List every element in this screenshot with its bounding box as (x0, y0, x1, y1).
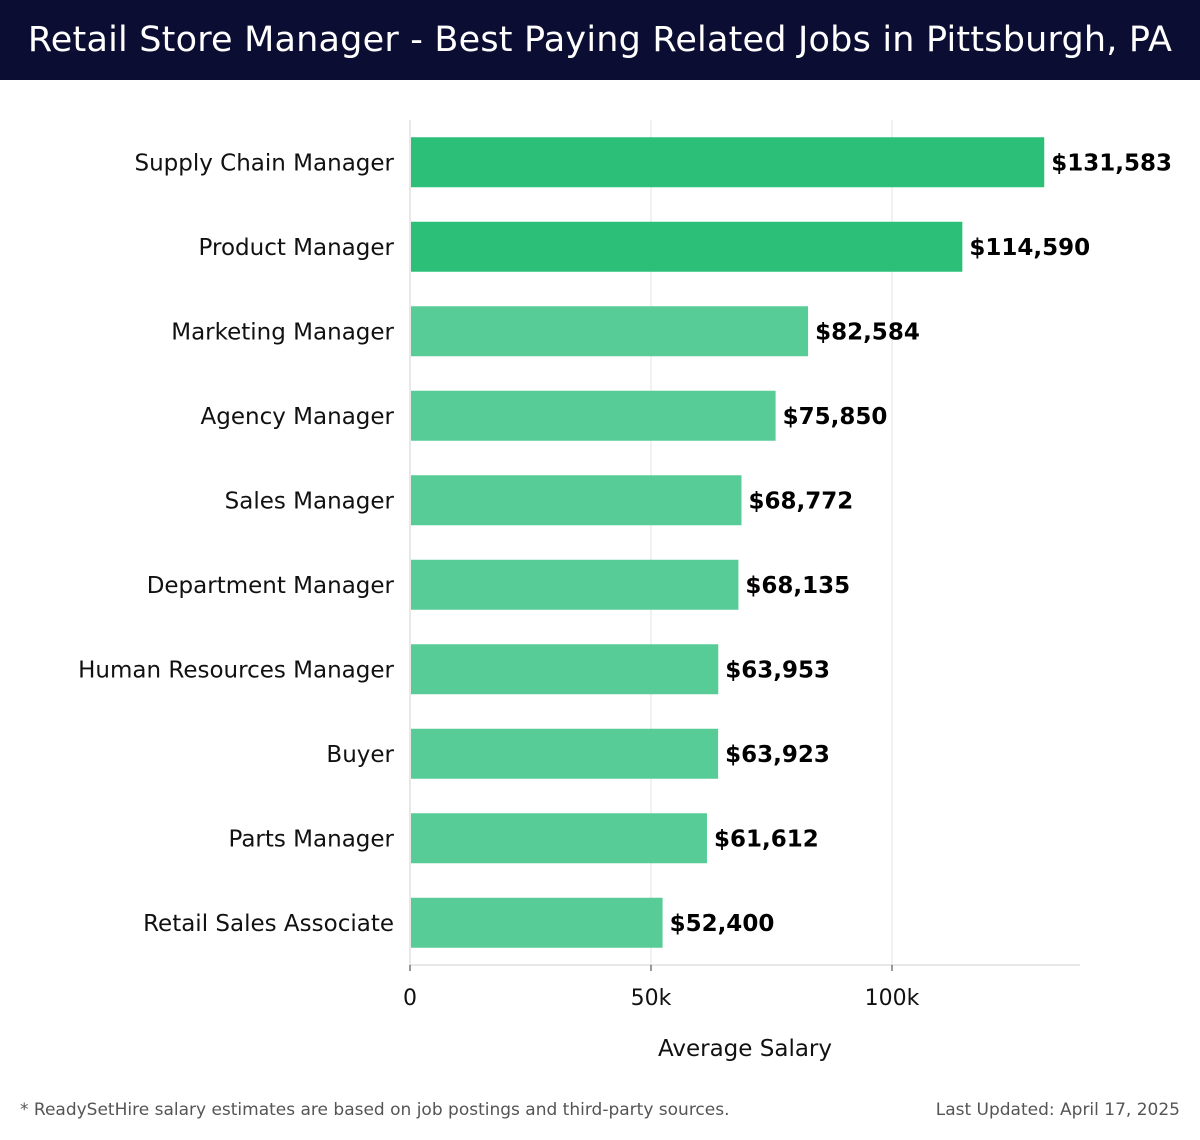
data-label: $68,135 (745, 573, 850, 599)
bar (411, 221, 963, 272)
bar (411, 644, 719, 695)
bar (411, 813, 707, 864)
category-label: Human Resources Manager (78, 657, 394, 683)
bar (411, 390, 776, 441)
category-label: Supply Chain Manager (134, 150, 394, 176)
category-label: Product Manager (199, 235, 395, 261)
bar-chart: 0 50k 100k Supply Chain Manager $131,583 Prod… (78, 120, 1172, 1062)
data-label: $114,590 (969, 235, 1090, 261)
category-label: Agency Manager (201, 404, 395, 430)
footer-note: * ReadySetHire salary estimates are base… (20, 1100, 730, 1120)
bar (411, 728, 719, 779)
bar (411, 137, 1045, 188)
bar (411, 475, 742, 526)
chart-title: Retail Store Manager - Best Paying Relat… (0, 0, 1200, 80)
category-label: Retail Sales Associate (143, 911, 394, 937)
data-label: $68,772 (748, 488, 853, 514)
data-label: $63,953 (725, 657, 830, 683)
data-label: $131,583 (1051, 150, 1172, 176)
bar (411, 897, 663, 948)
category-label: Parts Manager (228, 826, 394, 852)
data-label: $52,400 (670, 911, 775, 937)
data-label: $61,612 (714, 826, 819, 852)
x-tick-label: 50k (631, 986, 672, 1011)
bar (411, 559, 739, 610)
data-label: $63,923 (725, 742, 830, 768)
category-label: Marketing Manager (171, 319, 394, 345)
last-updated: Last Updated: April 17, 2025 (935, 1100, 1180, 1120)
x-axis-title: Average Salary (658, 1036, 832, 1062)
bar (411, 306, 809, 357)
category-label: Department Manager (147, 573, 395, 599)
data-label: $75,850 (783, 404, 888, 430)
category-label: Buyer (326, 742, 394, 768)
x-tick-label: 0 (403, 986, 417, 1011)
data-label: $82,584 (815, 319, 920, 345)
category-label: Sales Manager (225, 488, 395, 514)
x-tick-label: 100k (865, 986, 920, 1011)
